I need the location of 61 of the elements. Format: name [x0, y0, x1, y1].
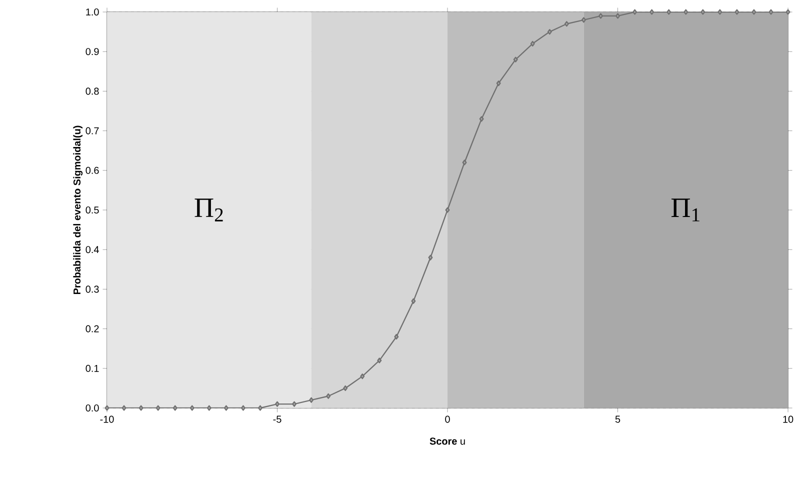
y-tick-label: 0.4: [86, 246, 99, 254]
x-tick-label: 0: [445, 416, 450, 423]
x-tick-label: 10: [783, 416, 794, 423]
y-tick-label: 1.0: [86, 8, 99, 16]
point: [462, 160, 467, 166]
point: [564, 21, 569, 27]
point: [632, 9, 638, 15]
point: [666, 9, 672, 15]
y-tick-label: 0.5: [86, 206, 99, 214]
point: [752, 9, 756, 15]
point: [326, 393, 331, 399]
point: [104, 405, 110, 411]
y-tick-label: 0.0: [86, 404, 99, 412]
y-tick-label: 0.9: [86, 48, 99, 56]
point: [650, 9, 654, 15]
y-tick-label: 0.6: [86, 166, 99, 174]
point: [411, 298, 416, 304]
point: [292, 401, 297, 407]
point: [700, 9, 706, 15]
point: [138, 405, 144, 411]
point: [190, 405, 194, 411]
point: [172, 405, 178, 411]
y-tick-label: 0.7: [86, 127, 99, 134]
point: [122, 405, 126, 411]
point: [377, 358, 382, 364]
point: [581, 17, 586, 23]
point: [547, 29, 552, 35]
y-tick-label: 0.1: [86, 364, 99, 372]
point: [734, 9, 740, 15]
point: [718, 9, 722, 15]
point: [513, 56, 518, 62]
point: [768, 9, 774, 15]
y-tick-label: 0.3: [86, 286, 99, 293]
point: [786, 9, 790, 15]
x-tick-label: 5: [615, 416, 620, 423]
x-axis-title: Score u: [430, 438, 465, 445]
point: [224, 405, 228, 411]
point: [496, 80, 501, 86]
y-axis-title: Probabilida del evento Sigmoidal(u): [73, 126, 83, 294]
x-tick-label: -5: [273, 416, 282, 423]
point: [360, 374, 365, 380]
point: [616, 13, 620, 19]
point: [684, 9, 688, 15]
point: [479, 116, 484, 122]
point: [240, 405, 246, 411]
point: [428, 254, 433, 260]
point: [598, 13, 603, 19]
point: [275, 401, 280, 407]
band-label: Π$_{2}$: [194, 198, 223, 222]
x-tick-label: -10: [100, 416, 114, 423]
y-tick-label: 0.8: [86, 88, 99, 95]
point: [309, 397, 314, 403]
point: [258, 405, 262, 411]
y-tick-label: 0.2: [86, 325, 99, 332]
point: [530, 40, 535, 46]
point: [206, 405, 212, 411]
point: [394, 334, 399, 340]
point: [343, 385, 348, 391]
point: [445, 207, 450, 213]
band-label: Π$_{1}$: [671, 198, 700, 222]
point: [156, 405, 160, 411]
